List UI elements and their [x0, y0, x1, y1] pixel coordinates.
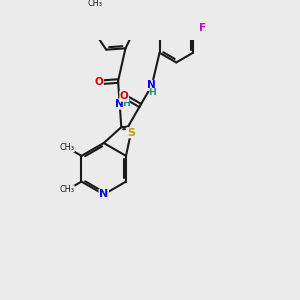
Text: N: N: [99, 189, 108, 200]
Text: O: O: [120, 91, 129, 101]
Text: S: S: [127, 128, 135, 138]
Text: H: H: [148, 88, 156, 97]
Text: N: N: [115, 99, 124, 109]
Text: CH₃: CH₃: [59, 143, 74, 152]
Text: O: O: [94, 77, 103, 87]
Text: CH₃: CH₃: [88, 0, 103, 8]
Text: N: N: [147, 80, 156, 91]
Text: F: F: [200, 23, 206, 33]
Text: H: H: [122, 99, 130, 108]
Text: CH₃: CH₃: [59, 185, 74, 194]
